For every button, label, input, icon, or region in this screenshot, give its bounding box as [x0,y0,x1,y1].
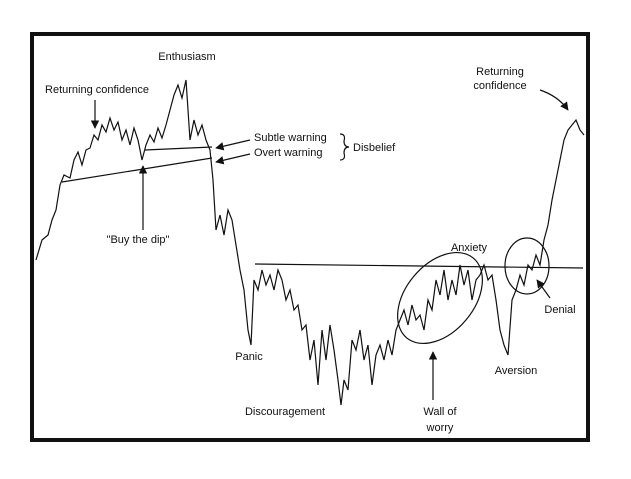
label: Aversion [495,365,538,377]
label: "Buy the dip" [107,234,170,246]
label: Wall of [423,406,457,418]
arrow [539,89,569,111]
arrow [215,153,251,165]
label: confidence [473,80,526,92]
label: Discouragement [245,406,325,418]
label: Denial [544,304,575,316]
arrow [215,139,251,151]
label: Anxiety [451,242,488,254]
brace [339,133,350,161]
label: Panic [235,351,263,363]
arrow [536,279,551,299]
resistance-line [254,263,584,269]
label: worry [426,422,454,434]
label: Subtle warning [254,132,327,144]
trend-line [61,157,213,183]
support-line [144,146,213,151]
label: Enthusiasm [158,51,215,63]
label: Returning [476,66,524,78]
anxiety-ellipse [397,251,483,345]
label: Overt warning [254,147,322,159]
label: Returning confidence [45,84,149,96]
denial-ellipse [504,237,550,295]
label: Disbelief [353,142,396,154]
price-line [35,79,585,406]
frame [30,32,590,442]
